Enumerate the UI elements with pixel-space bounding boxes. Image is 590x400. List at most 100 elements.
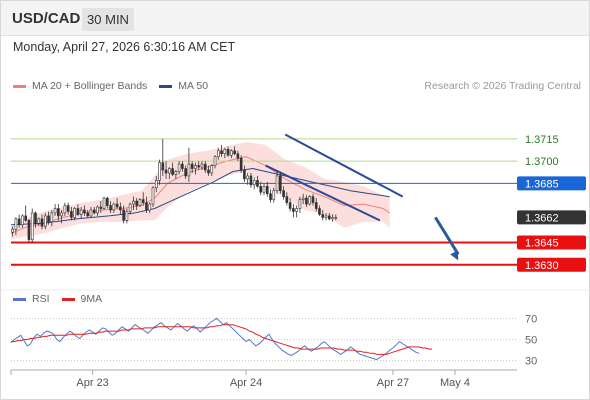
- forecast-arrow-head: [450, 250, 459, 261]
- candle: [112, 202, 116, 213]
- candle-body: [125, 211, 129, 221]
- candle-body: [269, 193, 272, 200]
- candle: [79, 207, 83, 219]
- candle-body: [40, 218, 44, 227]
- candle: [321, 209, 325, 221]
- candle-body: [187, 163, 191, 177]
- candle-body: [79, 209, 83, 215]
- candle-body: [279, 175, 282, 192]
- candle-body: [334, 217, 338, 219]
- level-label-1.3630: 1.3630: [525, 260, 559, 272]
- candle: [135, 198, 138, 210]
- candle: [66, 202, 70, 215]
- candle: [14, 217, 18, 236]
- candle: [158, 159, 161, 185]
- candle: [132, 196, 135, 210]
- candle-body: [226, 148, 230, 156]
- candle-body: [252, 180, 256, 186]
- level-badge-1.3630: [517, 257, 586, 272]
- candle-body: [256, 180, 259, 187]
- candle: [230, 149, 233, 159]
- x-tick-label: May 4: [440, 377, 470, 389]
- candle: [161, 138, 165, 176]
- candle: [181, 161, 184, 172]
- candle: [148, 202, 152, 213]
- candle-body: [27, 220, 31, 240]
- candle: [27, 218, 31, 243]
- candle: [282, 186, 285, 200]
- candle-body: [292, 208, 295, 212]
- candle-body: [295, 208, 298, 212]
- candle: [184, 165, 187, 179]
- candle-body: [236, 153, 240, 159]
- candle: [141, 192, 145, 206]
- candle-body: [53, 208, 57, 214]
- ma50-line: [10, 167, 390, 226]
- candle-body: [298, 199, 302, 209]
- candle-body: [109, 205, 112, 211]
- candle: [314, 198, 318, 212]
- candle: [279, 171, 282, 194]
- candle-body: [66, 205, 70, 212]
- candle: [63, 202, 67, 216]
- candle-body: [30, 212, 34, 240]
- candle: [324, 212, 328, 221]
- candle-body: [181, 163, 184, 169]
- candle: [164, 161, 168, 179]
- candle: [138, 198, 142, 208]
- candle-body: [47, 215, 50, 223]
- candle-body: [119, 206, 122, 211]
- channel-line-0: [265, 164, 381, 222]
- candle-body: [11, 228, 14, 233]
- candle-body: [171, 168, 174, 175]
- candle-body: [210, 165, 214, 174]
- candle: [236, 150, 240, 162]
- candle: [174, 170, 178, 179]
- x-tick-label: Apr 27: [377, 377, 409, 389]
- ma50-swatch: [159, 84, 173, 88]
- candle-body: [213, 156, 217, 166]
- candle-body: [305, 197, 308, 205]
- candle: [171, 162, 174, 176]
- candle-body: [216, 150, 220, 157]
- candle: [288, 198, 292, 212]
- candle: [73, 207, 76, 221]
- candle-body: [60, 212, 63, 217]
- x-tick-label: Apr 24: [230, 377, 262, 389]
- level-label-1.3715: 1.3715: [525, 134, 559, 146]
- candle: [187, 147, 191, 182]
- candle-body: [174, 171, 178, 175]
- candle-body: [63, 205, 67, 214]
- candle: [226, 146, 230, 157]
- candle-body: [265, 185, 269, 195]
- candle-body: [321, 214, 325, 218]
- symbol-title: USD/CAD: [12, 10, 81, 27]
- candle: [216, 147, 220, 160]
- candle: [194, 162, 197, 175]
- rsi-tick-label: 50: [525, 335, 537, 347]
- candle-body: [177, 163, 181, 172]
- candle-body: [99, 206, 103, 209]
- channel-line-1: [284, 133, 404, 198]
- candle: [207, 165, 210, 176]
- rsi-swatch: [13, 297, 26, 301]
- candle-body: [282, 190, 285, 197]
- candle: [200, 161, 204, 171]
- indicator-legend: MA 20 + Bollinger Bands MA 50: [13, 80, 208, 92]
- candle: [223, 147, 227, 159]
- candle: [60, 209, 63, 224]
- candle: [334, 214, 338, 221]
- candle: [122, 205, 125, 224]
- rsi-ma-swatch: [61, 297, 75, 301]
- timeframe-badge[interactable]: 30 MIN: [82, 8, 134, 31]
- candle-body: [128, 203, 132, 212]
- candle: [40, 214, 44, 230]
- level-label-1.3662: 1.3662: [525, 212, 559, 224]
- candle: [210, 164, 214, 176]
- candle-body: [239, 157, 243, 171]
- candle: [233, 146, 236, 156]
- candle-body: [138, 199, 142, 206]
- candle-body: [21, 215, 24, 226]
- rsi-line: [10, 317, 420, 361]
